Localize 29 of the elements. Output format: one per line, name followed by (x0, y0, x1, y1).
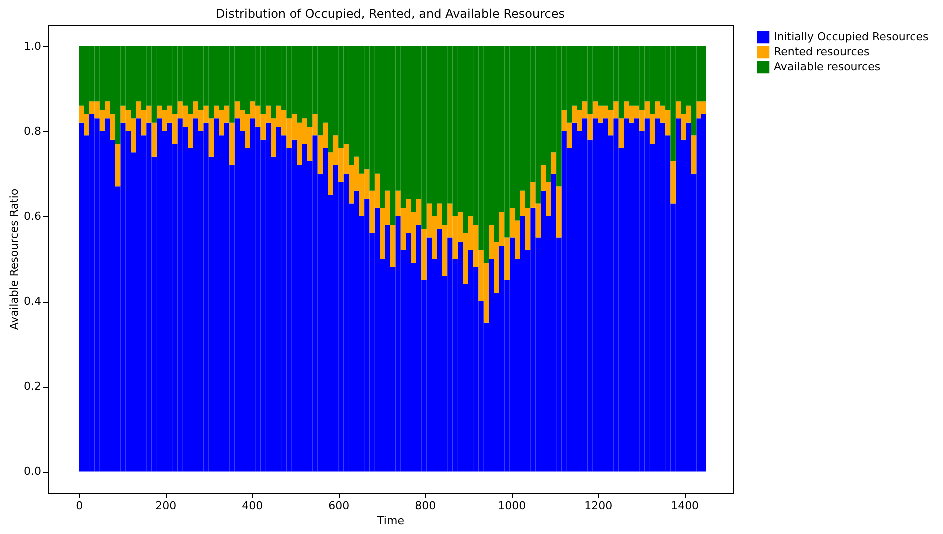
x-tick-label: 1400 (671, 500, 700, 512)
x-tick-label: 400 (242, 500, 264, 512)
x-axis-title: Time (376, 514, 405, 528)
x-tick-label: 0 (76, 500, 84, 512)
bar (390, 224, 396, 268)
bar (670, 161, 676, 204)
bar (556, 186, 562, 238)
y-tick-label: 1.0 (24, 40, 42, 53)
bar (230, 122, 235, 166)
y-tick-label: 0.2 (24, 380, 42, 394)
y-tick-label: 0.4 (24, 295, 42, 308)
x-tick-label: 600 (328, 500, 350, 512)
bar (152, 122, 157, 157)
bar (618, 118, 624, 148)
chart-title: Distribution of Occupied, Rented, and Available Resources (216, 7, 565, 21)
x-tick-label: 1200 (584, 500, 613, 512)
y-axis-title: Available Resources Ratio (8, 188, 22, 330)
x-tick-label: 1000 (498, 500, 526, 512)
legend-label: Initially Occupied Resources (774, 30, 929, 44)
y-tick-label: 0.6 (24, 210, 42, 223)
bar (551, 152, 557, 174)
legend-label: Available resources (774, 60, 881, 74)
bar (691, 136, 697, 174)
x-tick-label: 200 (156, 500, 177, 512)
legend-label: Rented resources (774, 46, 870, 58)
x-tick-label: 800 (415, 500, 436, 512)
y-tick-label: 0.8 (24, 124, 42, 138)
y-tick-label: 0.0 (24, 465, 42, 478)
bar (115, 144, 121, 187)
